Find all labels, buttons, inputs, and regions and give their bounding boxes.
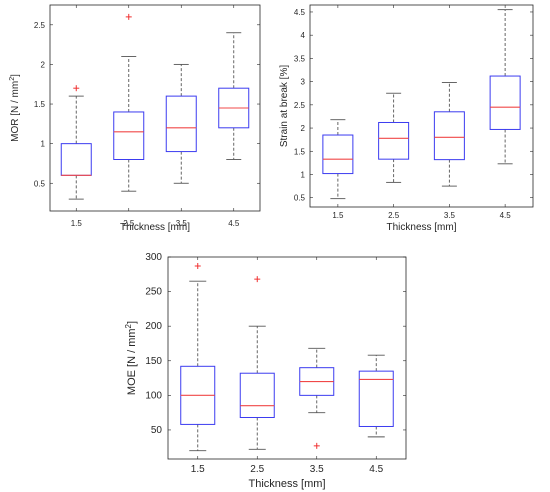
y-axis-label: MOE [N / mm2] bbox=[124, 321, 138, 395]
iqr-box bbox=[489, 75, 521, 130]
box-1.5 bbox=[180, 262, 216, 452]
y-tick-label: 100 bbox=[145, 390, 162, 401]
y-tick-label: 4.5 bbox=[294, 8, 306, 17]
y-axis-label: Strain at break [%] bbox=[279, 65, 290, 147]
outlier-marker bbox=[254, 276, 261, 283]
iqr-box bbox=[165, 95, 197, 153]
chart-1: 0.5 1 1.5 2 2.5 1.5 2.5 3.5 4.5 Thickness [mm] MOR… bbox=[9, 4, 261, 233]
y-tick-label: 50 bbox=[151, 425, 163, 436]
y-tick-label: 300 bbox=[145, 252, 162, 263]
y-tick-label: 1.5 bbox=[294, 147, 306, 156]
outlier-marker bbox=[125, 13, 132, 20]
y-axis-label-end: ] bbox=[10, 74, 21, 77]
box-1.5 bbox=[60, 85, 92, 200]
outlier-marker bbox=[194, 262, 201, 269]
x-axis-label: Thickness [mm] bbox=[248, 478, 325, 490]
x-tick-label: 3.5 bbox=[310, 464, 324, 475]
y-axis-label-end: ] bbox=[126, 321, 138, 324]
x-tick-label: 2.5 bbox=[250, 464, 264, 475]
x-tick-label: 1.5 bbox=[191, 464, 205, 475]
y-tick-label: 150 bbox=[145, 356, 162, 367]
y-tick-label: 1 bbox=[301, 170, 306, 179]
y-tick-label: 2.5 bbox=[294, 101, 306, 110]
chart-2: 0.5 1 1.5 2 2.5 3 3.5 4 4.5 1.5 2.5 3.5 4.5 Thickness… bbox=[279, 4, 534, 233]
x-tick-label: 3.5 bbox=[444, 211, 456, 220]
box-4.5 bbox=[489, 9, 521, 165]
x-tick-label: 3.5 bbox=[176, 219, 188, 228]
y-tick-label: 2 bbox=[41, 60, 46, 69]
y-tick-label: 1 bbox=[41, 140, 46, 149]
y-axis-label: MOR [N / mm2] bbox=[9, 74, 21, 142]
box-4.5 bbox=[358, 354, 394, 438]
plot-frame bbox=[309, 4, 534, 208]
box-2.5 bbox=[239, 276, 275, 450]
y-tick-label: 0.5 bbox=[294, 194, 306, 203]
plot-frame bbox=[49, 4, 261, 212]
iqr-box bbox=[378, 121, 410, 160]
y-axis-label-main: MOE [N / mm bbox=[126, 328, 138, 395]
y-tick-label: 2.5 bbox=[34, 21, 46, 30]
y-axis-label-main: MOR [N / mm bbox=[10, 81, 21, 142]
x-tick-label: 4.5 bbox=[369, 464, 383, 475]
x-axis-label: Thickness [mm] bbox=[120, 222, 190, 233]
chart-3: 50 100 150 200 250 300 1.5 2.5 3.5 4.5 Thickness [… bbox=[124, 252, 407, 490]
box-4.5 bbox=[218, 32, 250, 160]
y-axis-label-main: Strain at break [%] bbox=[279, 65, 290, 147]
box-3.5 bbox=[433, 82, 465, 187]
x-tick-label: 2.5 bbox=[388, 211, 400, 220]
box-3.5 bbox=[299, 347, 335, 449]
box-3.5 bbox=[165, 63, 197, 184]
x-tick-label: 1.5 bbox=[332, 211, 344, 220]
iqr-box bbox=[322, 134, 354, 175]
x-tick-label: 2.5 bbox=[123, 219, 135, 228]
iqr-box bbox=[60, 143, 92, 176]
outlier-marker bbox=[313, 442, 320, 449]
y-tick-label: 200 bbox=[145, 321, 162, 332]
x-tick-label: 4.5 bbox=[500, 211, 512, 220]
y-tick-label: 3.5 bbox=[294, 54, 306, 63]
y-axis-label-superscript: 2 bbox=[9, 77, 16, 81]
x-axis-label: Thickness [mm] bbox=[386, 222, 456, 233]
iqr-box bbox=[433, 111, 465, 161]
iqr-box bbox=[358, 370, 394, 427]
box-1.5 bbox=[322, 119, 354, 200]
iqr-box bbox=[113, 111, 145, 160]
y-tick-label: 2 bbox=[301, 124, 306, 133]
x-tick-label: 4.5 bbox=[228, 219, 240, 228]
iqr-box bbox=[239, 372, 275, 418]
y-tick-label: 4 bbox=[301, 31, 306, 40]
y-tick-label: 1.5 bbox=[34, 100, 46, 109]
y-tick-label: 250 bbox=[145, 287, 162, 298]
y-tick-label: 0.5 bbox=[34, 179, 46, 188]
y-tick-label: 3 bbox=[301, 78, 306, 87]
box-2.5 bbox=[113, 13, 145, 192]
box-2.5 bbox=[378, 92, 410, 183]
plot-frame bbox=[167, 256, 407, 460]
outlier-marker bbox=[73, 85, 80, 92]
y-axis-label-superscript: 2 bbox=[124, 323, 133, 328]
x-tick-label: 1.5 bbox=[71, 219, 83, 228]
